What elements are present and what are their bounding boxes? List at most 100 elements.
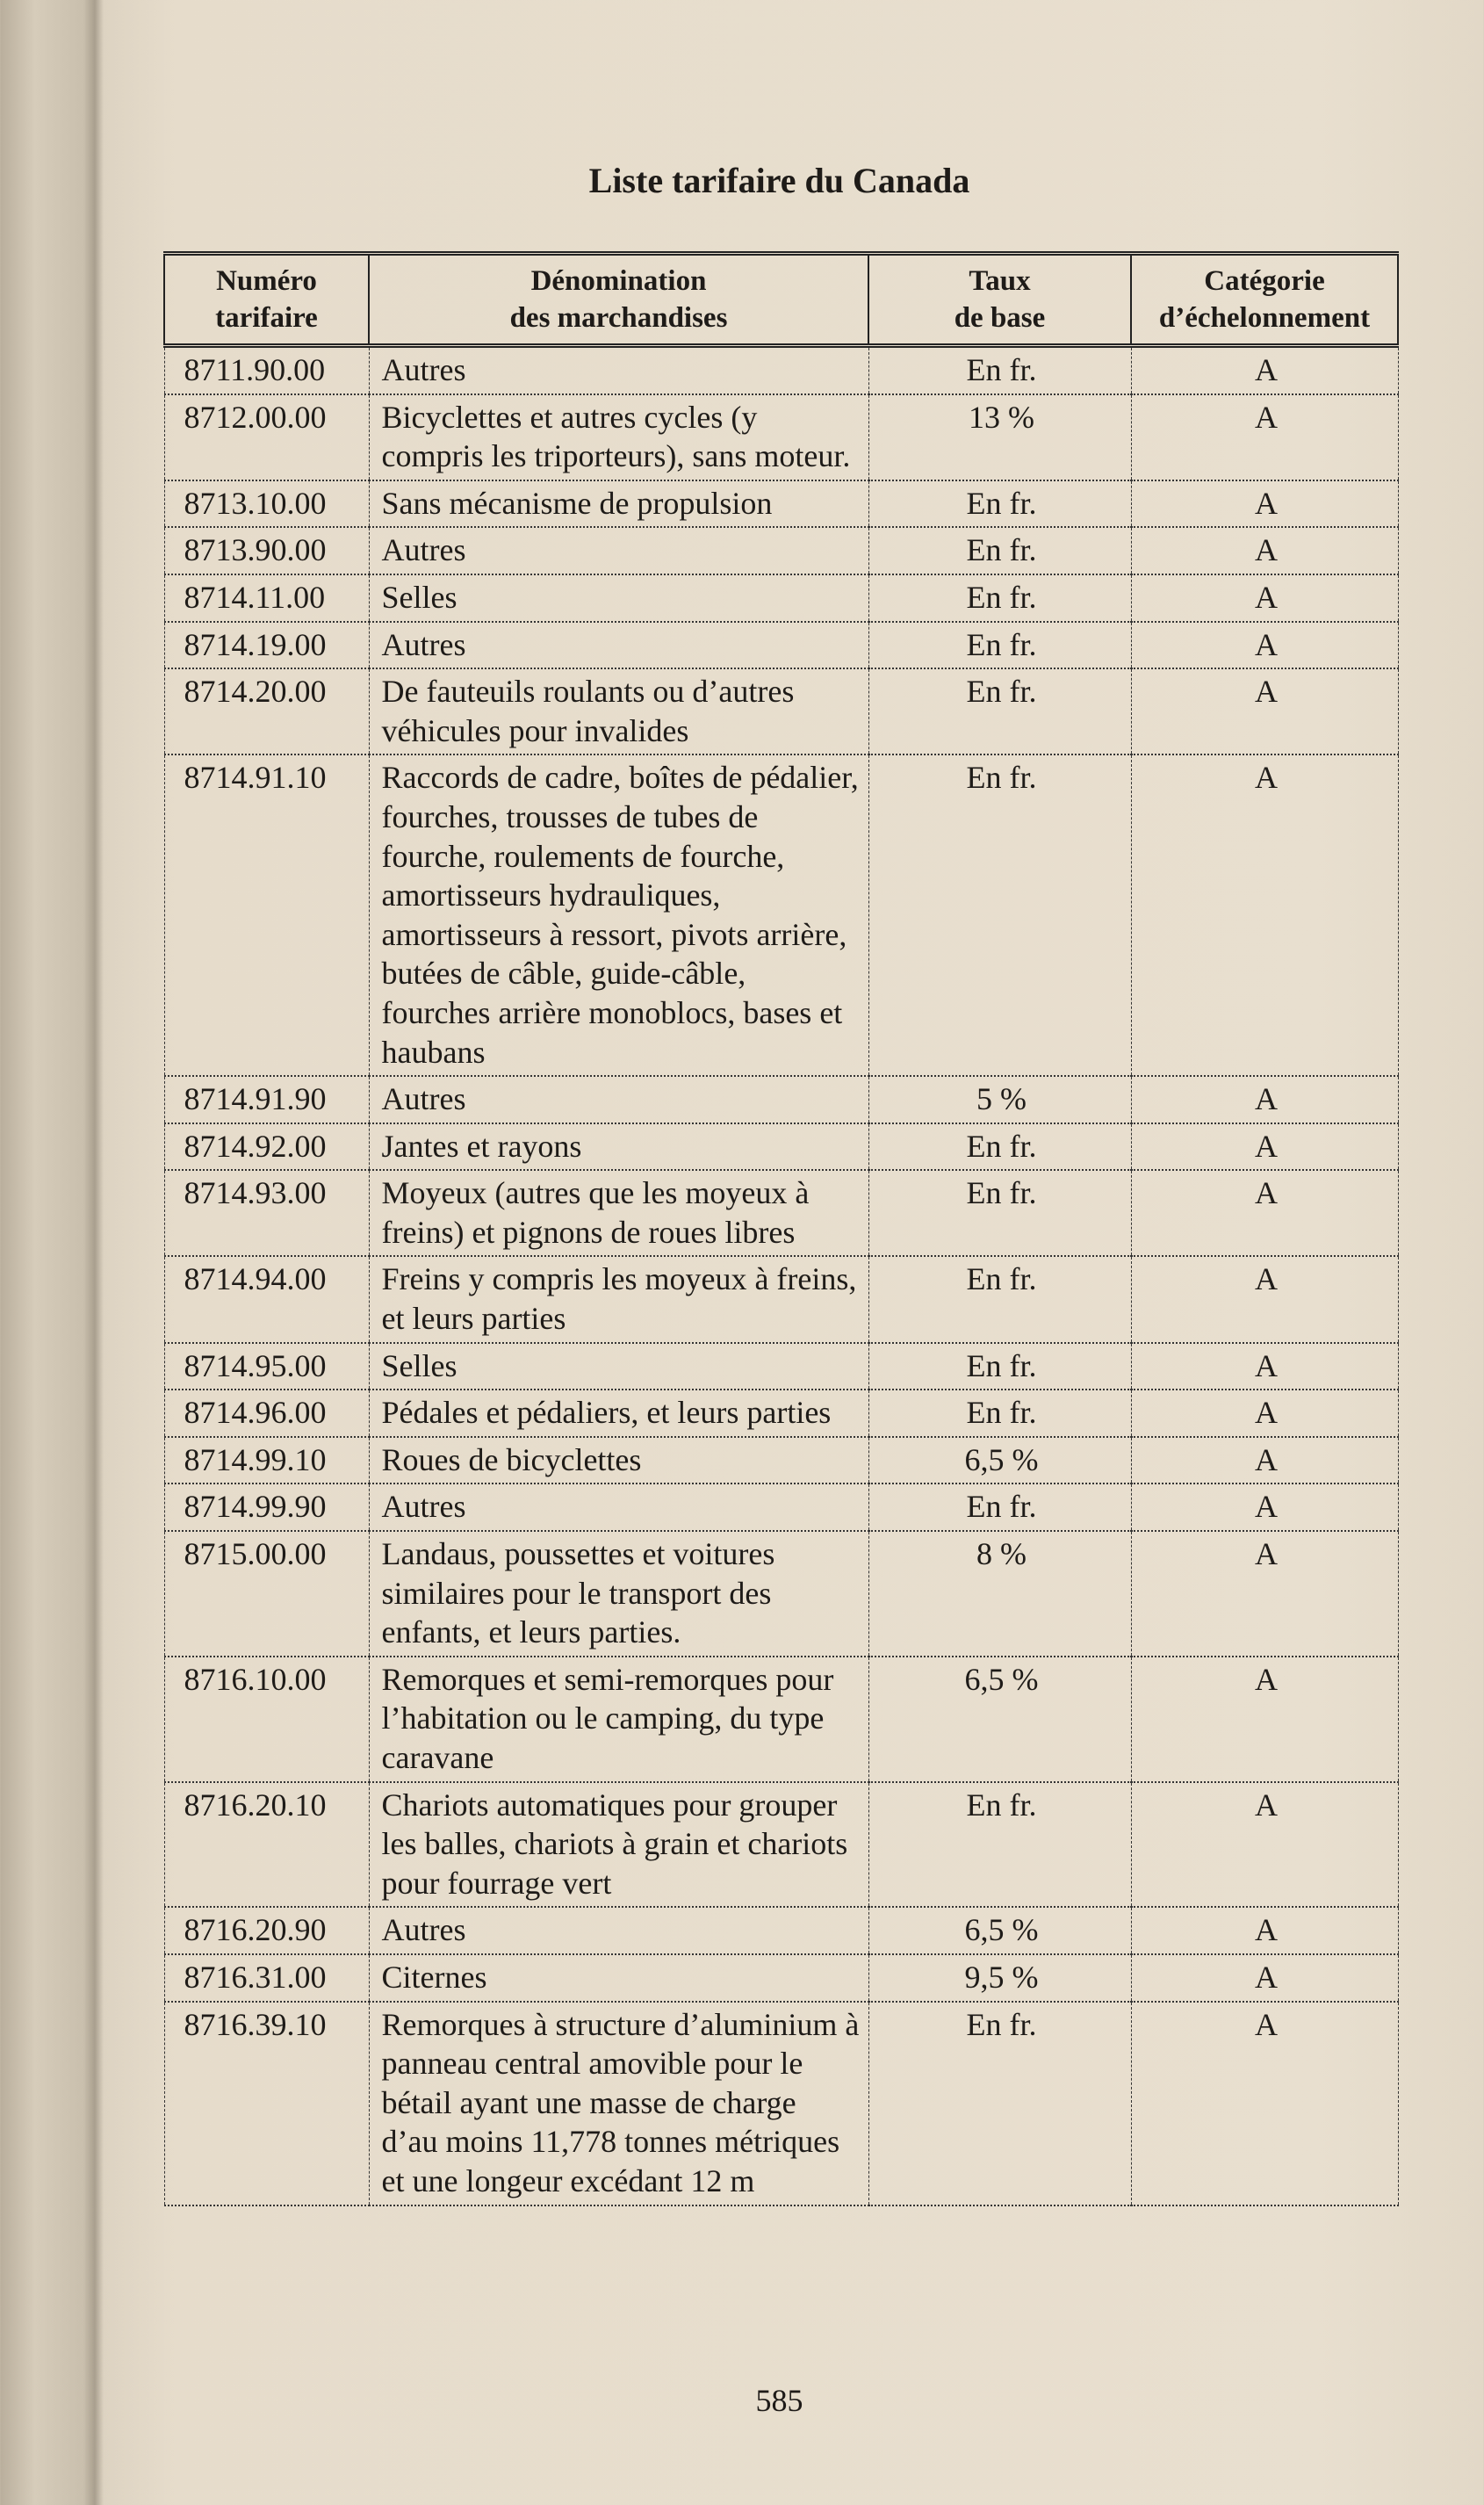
base-rate-cell: En fr. — [868, 2001, 1132, 2206]
tariff-table: Numéro tarifaire Dénomination des marchand… — [163, 251, 1399, 2206]
tariff-number-cell: 8714.94.00 — [163, 1255, 370, 1344]
description-cell: Citernes — [368, 1953, 869, 2003]
description-cell: Autres — [368, 526, 869, 575]
tariff-number-cell: 8713.10.00 — [163, 480, 370, 528]
table-row: 8712.00.00 Bicyclettes et autres cycles (… — [163, 393, 1399, 481]
description-cell: Jantes et rayons — [368, 1123, 869, 1171]
base-rate-cell: 6,5 % — [868, 1906, 1132, 1955]
tariff-number-cell: 8716.20.10 — [163, 1781, 370, 1908]
table-row: 8714.20.00 De fauteuils roulants ou d’aut… — [163, 668, 1399, 755]
description-cell: Autres — [368, 1906, 869, 1955]
header-line: des marchandises — [509, 302, 728, 334]
description-cell: Autres — [368, 621, 869, 669]
table-row: 8714.95.00 Selles En fr. A — [163, 1342, 1399, 1390]
category-cell: A — [1130, 1123, 1399, 1171]
base-rate-cell: En fr. — [868, 1342, 1132, 1390]
header-description: Dénomination des marchandises — [368, 252, 869, 347]
category-cell: A — [1130, 2001, 1399, 2206]
base-rate-cell: 6,5 % — [868, 1656, 1132, 1783]
page-number: 585 — [755, 2383, 803, 2418]
tariff-number-cell: 8714.91.10 — [163, 754, 370, 1077]
description-cell: Roues de bicyclettes — [368, 1436, 869, 1484]
tariff-number-cell: 8716.39.10 — [163, 2001, 370, 2206]
table-row: 8716.20.10 Chariots automatiques pour gro… — [163, 1781, 1399, 1908]
base-rate-cell: 9,5 % — [868, 1953, 1132, 2003]
tariff-number-cell: 8712.00.00 — [163, 393, 370, 481]
category-cell: A — [1130, 1342, 1399, 1390]
header-tariff-number: Numéro tarifaire — [163, 252, 370, 347]
description-cell: Landaus, poussettes et voitures similair… — [368, 1530, 869, 1657]
category-cell: A — [1130, 1483, 1399, 1532]
base-rate-cell: En fr. — [868, 344, 1132, 395]
table-row: 8714.99.10 Roues de bicyclettes 6,5 % A — [163, 1436, 1399, 1484]
table-row: 8713.90.00 Autres En fr. A — [163, 526, 1399, 575]
tariff-number-cell: 8714.19.00 — [163, 621, 370, 669]
page-title: Liste tarifaire du Canada — [588, 161, 970, 200]
base-rate-cell: En fr. — [868, 1255, 1132, 1344]
tariff-number-cell: 8714.93.00 — [163, 1169, 370, 1257]
base-rate-cell: En fr. — [868, 480, 1132, 528]
category-cell: A — [1130, 574, 1399, 623]
description-cell: Moyeux (autres que les moyeux à freins) … — [368, 1169, 869, 1257]
category-cell: A — [1130, 1075, 1399, 1124]
category-cell: A — [1130, 1530, 1399, 1657]
table-row: 8714.92.00 Jantes et rayons En fr. A — [163, 1123, 1399, 1171]
base-rate-cell: 8 % — [868, 1530, 1132, 1657]
category-cell: A — [1130, 1169, 1399, 1257]
description-cell: Sans mécanisme de propulsion — [368, 480, 869, 528]
tariff-number-cell: 8714.20.00 — [163, 668, 370, 755]
table-row: 8711.90.00 Autres En fr. A — [163, 344, 1399, 395]
category-cell: A — [1130, 393, 1399, 481]
category-cell: A — [1130, 526, 1399, 575]
header-line: de base — [954, 302, 1046, 334]
tariff-number-cell: 8713.90.00 — [163, 526, 370, 575]
table-row: 8714.93.00 Moyeux (autres que les moyeux … — [163, 1169, 1399, 1257]
tariff-number-cell: 8711.90.00 — [163, 344, 370, 395]
header-line: Taux — [969, 265, 1031, 297]
description-cell: Pédales et pédaliers, et leurs parties — [368, 1389, 869, 1438]
tariff-number-cell: 8716.31.00 — [163, 1953, 370, 2003]
category-cell: A — [1130, 1436, 1399, 1484]
header-line: Dénomination — [530, 265, 707, 297]
header-base-rate: Taux de base — [868, 252, 1132, 347]
category-cell: A — [1130, 344, 1399, 395]
tariff-number-cell: 8714.92.00 — [163, 1123, 370, 1171]
description-cell: Selles — [368, 1342, 869, 1390]
category-cell: A — [1130, 480, 1399, 528]
base-rate-cell: En fr. — [868, 754, 1132, 1077]
description-cell: Remorques à structure d’aluminium à pann… — [368, 2001, 869, 2206]
tariff-number-cell: 8714.99.90 — [163, 1483, 370, 1532]
table-row: 8714.11.00 Selles En fr. A — [163, 574, 1399, 623]
description-cell: Bicyclettes et autres cycles (y compris … — [368, 393, 869, 481]
base-rate-cell: En fr. — [868, 526, 1132, 575]
base-rate-cell: En fr. — [868, 668, 1132, 755]
table-row: 8716.10.00 Remorques et semi-remorques po… — [163, 1656, 1399, 1783]
base-rate-cell: 6,5 % — [868, 1436, 1132, 1484]
table-row: 8714.91.90 Autres 5 % A — [163, 1075, 1399, 1124]
tariff-number-cell: 8714.91.90 — [163, 1075, 370, 1124]
description-cell: De fauteuils roulants ou d’autres véhicu… — [368, 668, 869, 755]
base-rate-cell: En fr. — [868, 1389, 1132, 1438]
table-row: 8714.91.10 Raccords de cadre, boîtes de p… — [163, 754, 1399, 1077]
header-line: tarifaire — [215, 302, 318, 334]
table-header-row: Numéro tarifaire Dénomination des marchand… — [163, 252, 1399, 347]
table-row: 8714.99.90 Autres En fr. A — [163, 1483, 1399, 1532]
base-rate-cell: 13 % — [868, 393, 1132, 481]
description-cell: Freins y compris les moyeux à freins, et… — [368, 1255, 869, 1344]
category-cell: A — [1130, 1255, 1399, 1344]
description-cell: Autres — [368, 1483, 869, 1532]
category-cell: A — [1130, 1953, 1399, 2003]
description-cell: Autres — [368, 344, 869, 395]
tariff-number-cell: 8714.96.00 — [163, 1389, 370, 1438]
category-cell: A — [1130, 1656, 1399, 1783]
tariff-number-cell: 8715.00.00 — [163, 1530, 370, 1657]
base-rate-cell: En fr. — [868, 1169, 1132, 1257]
description-cell: Remorques et semi-remorques pour l’habit… — [368, 1656, 869, 1783]
table-row: 8714.19.00 Autres En fr. A — [163, 621, 1399, 669]
category-cell: A — [1130, 668, 1399, 755]
header-line: Catégorie — [1204, 265, 1325, 297]
description-cell: Autres — [368, 1075, 869, 1124]
category-cell: A — [1130, 754, 1399, 1077]
base-rate-cell: En fr. — [868, 1781, 1132, 1908]
category-cell: A — [1130, 1781, 1399, 1908]
